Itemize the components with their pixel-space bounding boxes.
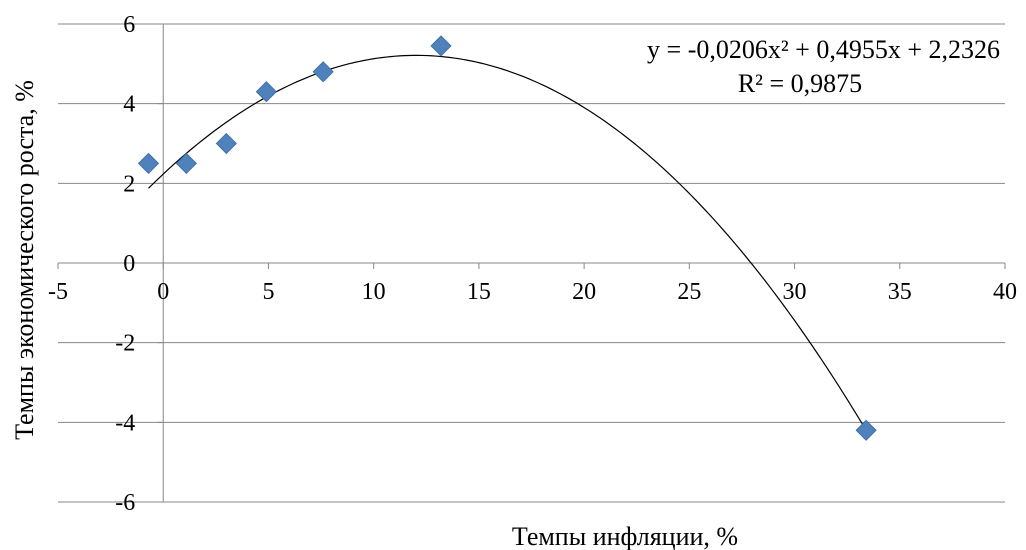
y-tick-label: -4 — [115, 410, 135, 436]
x-tick-label: 15 — [467, 279, 491, 305]
data-point — [430, 35, 452, 57]
y-tick-label: -6 — [115, 490, 135, 516]
trendline-equation: y = -0,0206x² + 0,4955x + 2,2326 — [647, 35, 1000, 64]
x-tick-label: -5 — [48, 279, 68, 305]
x-tick-label: 5 — [262, 279, 274, 305]
x-tick-label: 35 — [888, 279, 912, 305]
data-point — [175, 152, 197, 174]
x-tick-label: 0 — [157, 279, 169, 305]
r-squared-label: R² = 0,9875 — [738, 69, 862, 98]
trendline — [148, 54, 867, 431]
x-tick-label: 25 — [677, 279, 701, 305]
y-tick-label: 6 — [123, 12, 135, 38]
y-tick-label: 0 — [123, 251, 135, 277]
x-tick-label: 30 — [783, 279, 807, 305]
y-tick-label: -2 — [115, 331, 135, 357]
data-point — [137, 152, 160, 174]
y-tick-label: 4 — [123, 92, 135, 118]
x-tick-label: 10 — [362, 279, 386, 305]
x-axis-title: Темпы инфляции, % — [512, 522, 738, 550]
x-tick-label: 20 — [572, 279, 596, 305]
y-tick-labels: 6 4 2 0 -2 -4 -6 — [115, 12, 135, 516]
data-point — [215, 132, 237, 155]
x-tick-label: 40 — [993, 279, 1017, 305]
data-points — [137, 35, 877, 441]
data-point — [312, 61, 334, 83]
y-axis-title: Темпы экономического роста, % — [10, 80, 39, 440]
y-tick-label: 2 — [123, 171, 135, 197]
x-tick-labels: -5 0 5 10 15 20 25 30 35 40 — [48, 279, 1017, 305]
data-point — [255, 81, 277, 103]
axes — [57, 23, 1006, 503]
data-point — [855, 419, 877, 441]
